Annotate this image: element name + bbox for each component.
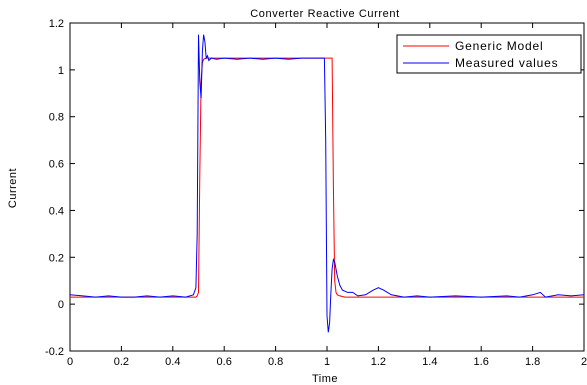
x-tick-label: 0.2 xyxy=(114,356,129,368)
x-tick-label: 1.6 xyxy=(474,356,489,368)
legend-entry-label: Measured values xyxy=(455,56,558,70)
x-tick-label: 2 xyxy=(581,356,587,368)
x-tick-label: 1.4 xyxy=(422,356,437,368)
x-tick-label: 0.6 xyxy=(217,356,232,368)
x-tick-label: 0 xyxy=(67,356,73,368)
x-tick-label: 0.8 xyxy=(268,356,283,368)
ticks-layer: 0 0.2 0.4 0.6 0.8 1 1.2 1.4 1.6 1.8 2-0.200.20.40.… xyxy=(45,18,587,368)
y-tick-label: 0.6 xyxy=(49,159,64,171)
legend-box xyxy=(396,34,582,74)
y-tick-label: 0 xyxy=(58,299,64,311)
series-layer xyxy=(70,34,584,333)
y-tick-label: 1.2 xyxy=(49,18,64,30)
y-tick-label: 1 xyxy=(58,65,64,77)
y-tick-label: 0.2 xyxy=(49,252,64,264)
y-tick-label: 0.4 xyxy=(49,205,64,217)
chart-title: Converter Reactive Current xyxy=(250,8,400,20)
legend: Generic Model Measured values xyxy=(396,34,582,74)
x-tick-label: 1.8 xyxy=(525,356,540,368)
y-axis-label: Current xyxy=(7,168,19,208)
y-tick-label: 0.8 xyxy=(49,112,64,124)
legend-entry-label: Generic Model xyxy=(455,39,543,53)
x-tick-label: 0.4 xyxy=(165,356,180,368)
x-axis-label: Time xyxy=(312,373,338,385)
x-tick-label: 1 xyxy=(324,356,330,368)
series-line-measured-values xyxy=(70,34,584,333)
y-tick-label: -0.2 xyxy=(45,346,64,358)
x-tick-label: 1.2 xyxy=(371,356,386,368)
